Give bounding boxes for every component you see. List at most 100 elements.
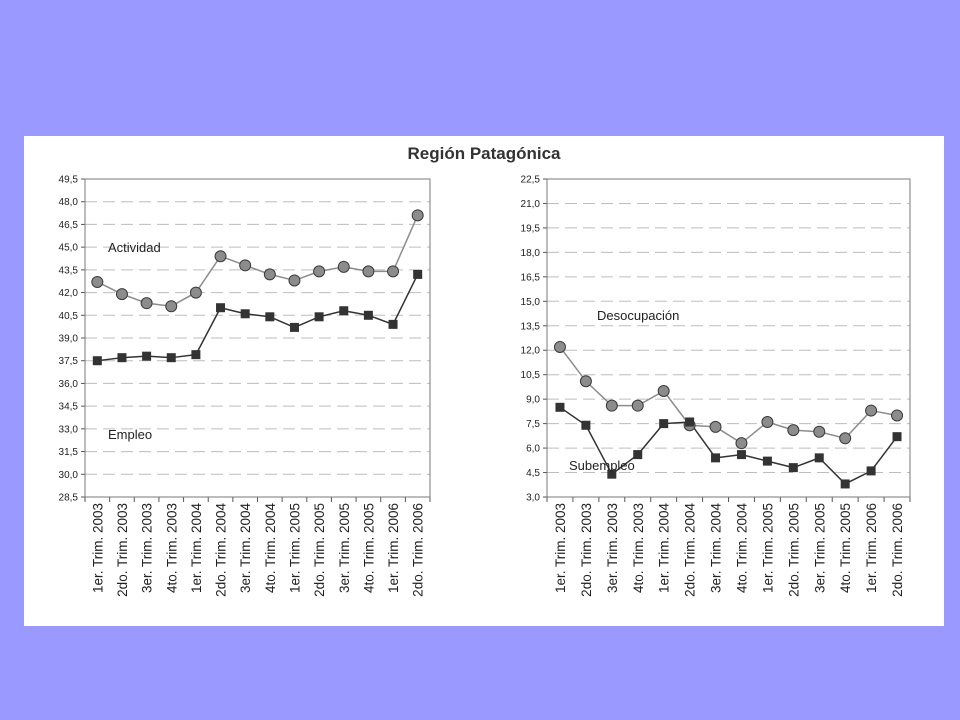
chart2-ytick-label: 6,0 xyxy=(526,444,540,455)
chart2-xtick-label: 1er. Trim. 2006 xyxy=(864,503,879,593)
chart1-ytick-label: 39,0 xyxy=(59,334,79,345)
chart2-point-circle xyxy=(631,399,644,412)
chart1-series-label: Empleo xyxy=(108,427,152,442)
chart2-point-square xyxy=(555,402,565,412)
chart2-point-square xyxy=(736,450,746,460)
chart-title: Región Patagónica xyxy=(407,144,561,163)
chart1-xtick-label: 4to. Trim. 2004 xyxy=(263,503,278,594)
chart2-point-square xyxy=(866,466,876,476)
chart1-xtick-label: 1er. Trim. 2006 xyxy=(386,503,401,593)
chart2-point-circle xyxy=(657,385,670,397)
chart1-xtick-label: 2do. Trim. 2004 xyxy=(214,503,229,597)
chart1-ytick-label: 45,0 xyxy=(59,243,79,254)
chart2-point-circle xyxy=(813,425,826,438)
chart2-point-circle xyxy=(553,340,566,353)
chart1-ytick-label: 43,5 xyxy=(59,265,79,276)
chart1-ytick-label: 37,5 xyxy=(59,356,79,367)
chart2-point-square xyxy=(840,479,850,489)
chart2-point-circle xyxy=(839,432,852,445)
chart2-point-circle xyxy=(865,404,878,417)
chart2-xtick-label: 2do. Trim. 2006 xyxy=(890,503,905,597)
chart1-point-square xyxy=(265,312,275,322)
chart1-xtick-label: 3er. Trim. 2004 xyxy=(238,503,253,594)
chart1-point-circle xyxy=(165,300,178,313)
charts-svg: 49,5 48,0 46,5 45,0 43,5 42,0 40,5 39,0 37,5 36,0… xyxy=(59,175,911,597)
chart2-xtick-label: 3er. Trim. 2003 xyxy=(605,503,620,593)
chart2-point-square xyxy=(607,469,617,479)
chart1-point-circle xyxy=(214,250,227,263)
chart1-ytick-label: 34,5 xyxy=(59,402,79,413)
chart2-xtick-label: 4to. Trim. 2004 xyxy=(734,503,749,594)
chart2-point-square xyxy=(685,417,695,427)
chart2-series-label: Desocupación xyxy=(597,308,679,323)
chart1-point-square xyxy=(413,269,423,279)
chart2-ytick-label: 21,0 xyxy=(521,199,541,210)
chart2-series-line-1 xyxy=(559,346,898,444)
chart1-xtick-label: 3er. Trim. 2003 xyxy=(140,503,155,593)
chart2-ytick-label: 19,5 xyxy=(521,223,541,234)
chart1-point-circle xyxy=(387,265,400,278)
chart1-point-square xyxy=(388,319,398,329)
chart2-ytick-label: 3,0 xyxy=(526,493,540,504)
chart2-ytick-label: 4,5 xyxy=(526,468,540,479)
chart1-ytick-label: 42,0 xyxy=(59,288,79,299)
chart1-ytick-label: 31,5 xyxy=(59,447,79,458)
chart2-xtick-label: 2do. Trim. 2003 xyxy=(579,503,594,597)
chart2-xtick-label: 1er. Trim. 2005 xyxy=(760,503,775,593)
chart1-xtick-label: 1er. Trim. 2005 xyxy=(287,503,302,593)
chart1-point-square xyxy=(216,303,226,313)
chart1-ytick-label: 48,0 xyxy=(59,197,79,208)
chart1-point-circle xyxy=(337,260,350,273)
chart1-point-circle xyxy=(91,275,104,288)
chart1-xtick-label: 1er. Trim. 2004 xyxy=(189,503,204,594)
chart1-xtick-label: 4to. Trim. 2005 xyxy=(361,503,376,593)
chart1-plot-frame xyxy=(84,178,431,498)
chart2-point-square xyxy=(814,453,824,463)
chart2-xtick-label: 2do. Trim. 2005 xyxy=(786,503,801,597)
chart2-point-circle xyxy=(891,409,904,422)
chart1-point-circle xyxy=(411,209,424,222)
chart2-xtick-label: 3er. Trim. 2005 xyxy=(812,503,827,593)
chart1-point-circle xyxy=(115,288,128,301)
chart2-ytick-label: 9,0 xyxy=(526,395,540,406)
chart2-ytick-label: 15,0 xyxy=(521,297,541,308)
chart1-ytick-label: 33,0 xyxy=(59,424,79,435)
chart2-point-circle xyxy=(709,420,722,433)
chart2-point-circle xyxy=(605,399,618,412)
chart1-point-square xyxy=(191,350,201,360)
chart1-point-square xyxy=(339,306,349,316)
chart1-ytick-label: 40,5 xyxy=(59,311,79,322)
chart2-point-circle xyxy=(787,424,800,437)
chart1-point-circle xyxy=(140,297,153,310)
chart1-xtick-label: 3er. Trim. 2005 xyxy=(337,503,352,593)
chart1-ytick-label: 46,5 xyxy=(59,220,79,231)
chart2-point-circle xyxy=(735,437,748,450)
chart2-ytick-label: 18,0 xyxy=(521,248,541,259)
chart1-point-circle xyxy=(263,268,276,281)
chart2-xtick-label: 1er. Trim. 2003 xyxy=(553,503,568,593)
chart2-xtick-label: 1er. Trim. 2004 xyxy=(657,503,672,594)
chart1-ytick-label: 30,0 xyxy=(59,470,79,481)
chart1-point-square xyxy=(363,310,373,320)
chart2-xtick-label: 2do. Trim. 2004 xyxy=(683,503,698,597)
chart1-series-label: Actividad xyxy=(108,240,161,255)
chart1-point-circle xyxy=(189,286,202,299)
chart2-point-circle xyxy=(761,415,774,428)
chart2-point-square xyxy=(788,463,798,473)
chart2-point-circle xyxy=(579,375,592,388)
chart2-ytick-label: 12,0 xyxy=(521,346,541,357)
chart1-xtick-label: 2do. Trim. 2003 xyxy=(115,503,130,597)
chart2-xtick-label: 3er. Trim. 2004 xyxy=(709,503,724,594)
chart-panel: Región Patagónica 49,5 48,0 46,5 45,0 43,5 42… xyxy=(24,136,944,626)
chart1-xtick-label: 2do. Trim. 2005 xyxy=(312,503,327,597)
chart2-plot-frame xyxy=(546,178,911,498)
chart2-point-square xyxy=(659,419,669,429)
chart2-ytick-label: 10,5 xyxy=(521,370,541,381)
chart1-point-square xyxy=(289,322,299,332)
chart2-ytick-label: 16,5 xyxy=(521,272,541,283)
chart2-ytick-label: 7,5 xyxy=(526,419,540,430)
chart1-point-square xyxy=(92,356,102,366)
chart1-point-square xyxy=(314,312,324,322)
chart2-series-label: Subempleo xyxy=(569,458,635,473)
chart2-ytick-label: 13,5 xyxy=(521,321,541,332)
